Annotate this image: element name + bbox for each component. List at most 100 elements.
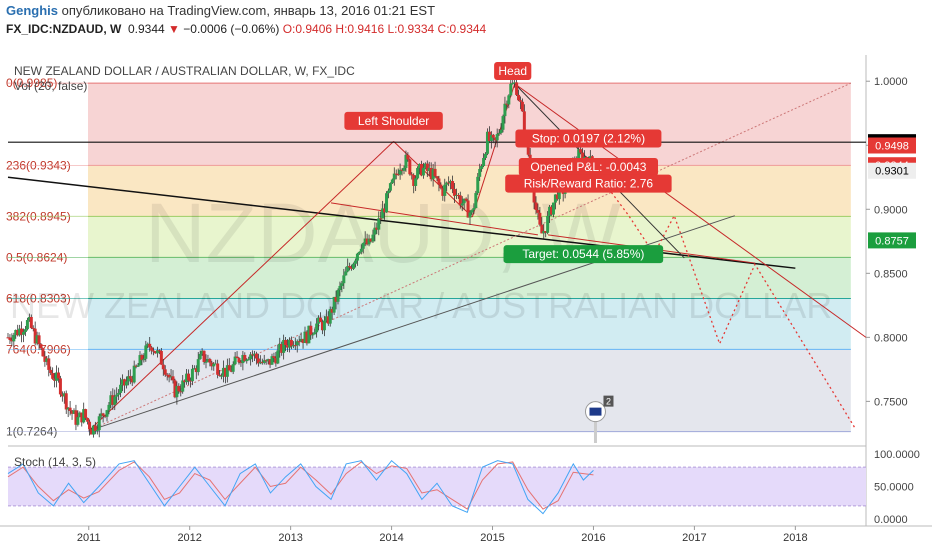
candle-body: [363, 238, 367, 244]
candle: [383, 203, 387, 220]
candle-body: [394, 173, 398, 175]
candle-body: [320, 321, 324, 331]
candle-body: [74, 410, 78, 425]
candle-body: [144, 345, 148, 359]
candle: [480, 164, 484, 172]
candle: [369, 238, 373, 243]
candle-body: [86, 417, 90, 422]
candle-body: [501, 116, 505, 130]
candle: [163, 365, 167, 377]
author-link[interactable]: Genghis: [6, 3, 59, 18]
fib-band: [88, 298, 851, 350]
published-text: опубликовано на TradingView.com, январь …: [61, 3, 436, 18]
candle: [319, 312, 323, 323]
candle-body: [173, 380, 177, 398]
candle-body: [464, 198, 468, 201]
x-tick-label: 2015: [480, 532, 504, 544]
candle-body: [6, 337, 10, 339]
candle: [33, 321, 37, 346]
candle-body: [295, 341, 299, 346]
candle-body: [369, 238, 373, 242]
candle: [309, 321, 313, 340]
candle: [35, 331, 39, 346]
candle-body: [22, 331, 26, 335]
candle: [188, 377, 192, 388]
candle-body: [352, 263, 356, 269]
candle: [233, 352, 237, 366]
candle-body: [268, 359, 272, 365]
candle-body: [518, 100, 522, 102]
candle-body: [157, 350, 161, 352]
candle: [208, 357, 212, 367]
candle: [328, 306, 332, 327]
publish-header: Genghis опубликовано на TradingView.com,…: [6, 3, 435, 18]
candle: [462, 198, 466, 210]
candle-body: [249, 354, 253, 360]
candle: [544, 231, 548, 238]
candle-body: [25, 320, 29, 330]
candle-body: [198, 353, 202, 360]
candle: [412, 173, 416, 194]
candle: [445, 181, 449, 192]
candle-body: [169, 376, 173, 378]
candle: [449, 179, 453, 190]
candle: [206, 354, 210, 363]
candle: [460, 196, 464, 212]
candle: [396, 168, 400, 176]
candle: [280, 341, 284, 356]
candle-body: [183, 380, 187, 383]
candle-body: [31, 327, 35, 329]
candle: [165, 372, 169, 381]
candle-body: [478, 168, 482, 177]
candle-body: [138, 355, 142, 366]
price-label: 0.9498: [875, 140, 909, 152]
candle: [419, 160, 423, 177]
candle-body: [491, 134, 495, 138]
candle: [119, 377, 123, 398]
candle-body: [8, 337, 12, 341]
candle: [551, 202, 555, 218]
candle-body: [276, 350, 280, 364]
candle: [402, 165, 406, 175]
candle: [82, 402, 86, 424]
candle: [198, 350, 202, 360]
candle-body: [353, 260, 357, 264]
candle-body: [319, 317, 323, 322]
candle: [287, 337, 291, 353]
candle-body: [379, 218, 383, 220]
candle: [340, 280, 344, 293]
candle: [68, 400, 72, 416]
candle-body: [555, 194, 559, 200]
candle-body: [70, 410, 74, 414]
candle: [361, 242, 365, 254]
candle: [66, 407, 70, 418]
candle: [97, 413, 101, 438]
price-label-box: [868, 162, 916, 179]
candle-body: [487, 131, 491, 141]
candle-body: [148, 343, 152, 348]
candle: [443, 178, 447, 202]
candle: [237, 357, 241, 365]
candle: [478, 163, 482, 181]
candle-body: [128, 376, 132, 379]
candle: [311, 332, 315, 339]
candle: [301, 338, 305, 349]
candle-body: [532, 185, 536, 203]
candle-body: [456, 194, 460, 196]
projection-path: [592, 167, 857, 430]
candle-body: [381, 208, 385, 219]
candle-body: [520, 101, 524, 112]
candle-body: [99, 413, 103, 417]
candle-body: [419, 163, 423, 176]
event-count-box: [603, 395, 614, 407]
candle: [538, 206, 542, 227]
candle: [548, 205, 552, 223]
symbol-name[interactable]: FX_IDC:NZDAUD, W: [6, 22, 122, 36]
candle-body: [332, 296, 336, 313]
candle: [406, 152, 410, 162]
candle-body: [84, 409, 88, 418]
close-value: 0.9344: [449, 22, 487, 36]
price-label-box: [868, 137, 916, 154]
candle-body: [340, 283, 344, 286]
